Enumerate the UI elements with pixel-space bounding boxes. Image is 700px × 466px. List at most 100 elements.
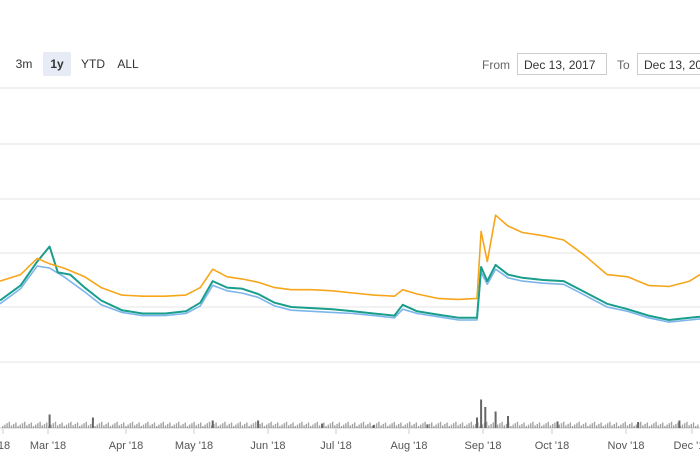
volume-bar xyxy=(290,423,292,428)
volume-spike xyxy=(426,424,429,428)
volume-bar xyxy=(536,423,538,428)
volume-bar xyxy=(15,422,17,428)
volume-bar xyxy=(246,422,248,428)
volume-bar xyxy=(219,424,222,428)
volume-bar xyxy=(574,424,576,428)
from-label: From xyxy=(482,58,510,72)
volume-bar xyxy=(37,423,39,428)
from-date-input[interactable]: Dec 13, 2017 xyxy=(517,53,607,75)
x-tick-label: Jul '18 xyxy=(320,440,351,452)
volume-bar xyxy=(310,426,312,428)
volume-bar xyxy=(268,423,270,428)
volume-bar xyxy=(631,422,633,428)
volume-bar xyxy=(151,423,153,428)
volume-bar xyxy=(261,422,263,428)
volume-spike xyxy=(494,411,497,428)
volume-bar xyxy=(662,422,664,428)
volume-bar xyxy=(296,424,299,428)
x-tick-label: Oct '18 xyxy=(535,440,570,452)
volume-bar xyxy=(464,426,466,428)
volume-bar xyxy=(657,425,659,428)
volume-bar xyxy=(120,423,123,428)
range-button-ytd[interactable]: YTD xyxy=(81,57,105,71)
volume-bar xyxy=(439,421,442,428)
volume-spike xyxy=(91,417,94,428)
volume-bar xyxy=(525,426,527,428)
series-line-1 xyxy=(0,214,700,301)
volume-bar xyxy=(237,423,239,428)
volume-bar xyxy=(475,423,477,428)
volume-bar xyxy=(263,426,266,428)
volume-bar xyxy=(538,422,541,428)
volume-bar xyxy=(169,422,171,428)
volume-bar xyxy=(314,423,316,428)
volume-bar xyxy=(461,422,464,428)
volume-bar xyxy=(600,422,602,428)
to-date-input[interactable]: Dec 13, 2018 xyxy=(637,53,700,75)
volume-bar xyxy=(503,425,505,428)
volume-bar xyxy=(446,422,448,428)
volume-bar xyxy=(274,423,277,428)
volume-bar xyxy=(109,426,112,428)
volume-bar xyxy=(46,422,48,428)
volume-bar xyxy=(316,421,318,428)
volume-spike xyxy=(484,407,487,428)
volume-bar xyxy=(288,425,290,428)
volume-bars xyxy=(0,399,700,429)
volume-bar xyxy=(547,421,549,428)
volume-bar xyxy=(39,421,41,428)
volume-bar xyxy=(433,426,435,428)
volume-bar xyxy=(140,426,142,428)
volume-bar xyxy=(510,426,512,428)
volume-bar xyxy=(175,423,178,428)
volume-bar xyxy=(303,425,305,428)
x-tick-label: '18 xyxy=(0,440,10,452)
volume-bar xyxy=(354,422,356,428)
volume-bar xyxy=(191,423,193,428)
volume-bar xyxy=(435,424,437,428)
volume-bar xyxy=(79,426,81,428)
volume-bar xyxy=(228,423,230,428)
volume-bar xyxy=(391,423,393,428)
x-axis: '18 Mar '18 Apr '18 May '18 Jun '18 Jul '18 Au… xyxy=(0,429,700,452)
volume-bar xyxy=(239,421,241,428)
volume-bar xyxy=(277,422,279,428)
range-button-3m[interactable]: 3m xyxy=(15,57,33,71)
volume-bar xyxy=(283,423,285,428)
volume-bar xyxy=(596,425,598,428)
volume-bar xyxy=(226,425,228,428)
volume-bar xyxy=(292,422,294,428)
volume-bar xyxy=(6,423,8,428)
volume-bar xyxy=(580,425,582,428)
range-button-all[interactable]: ALL xyxy=(117,57,139,71)
volume-bar xyxy=(569,422,571,428)
volume-bar xyxy=(404,424,406,428)
volume-bar xyxy=(28,423,30,428)
volume-bar xyxy=(613,423,615,428)
volume-bar xyxy=(81,424,83,428)
volume-bar xyxy=(558,424,560,428)
x-tick-label: Nov '18 xyxy=(608,440,645,452)
volume-bar xyxy=(406,423,409,428)
volume-bar xyxy=(567,423,569,428)
volume-bar xyxy=(415,422,417,428)
volume-bar xyxy=(670,421,673,428)
volume-bar xyxy=(327,424,329,428)
volume-bar xyxy=(593,421,596,428)
volume-bar xyxy=(68,423,70,428)
volume-bar xyxy=(329,423,332,428)
volume-bar xyxy=(400,422,402,428)
volume-bar xyxy=(604,424,607,428)
x-tick-label: Jun '18 xyxy=(250,440,285,452)
x-tick-label: Sep '18 xyxy=(465,440,502,452)
volume-bar xyxy=(459,423,461,428)
range-button-1y[interactable]: 1y xyxy=(43,52,71,76)
volume-bar xyxy=(13,423,15,428)
volume-bar xyxy=(17,426,19,428)
volume-bar xyxy=(35,424,37,428)
volume-bar xyxy=(648,426,651,428)
volume-bar xyxy=(332,421,334,428)
volume-bar xyxy=(367,423,369,428)
volume-bar xyxy=(422,423,424,428)
